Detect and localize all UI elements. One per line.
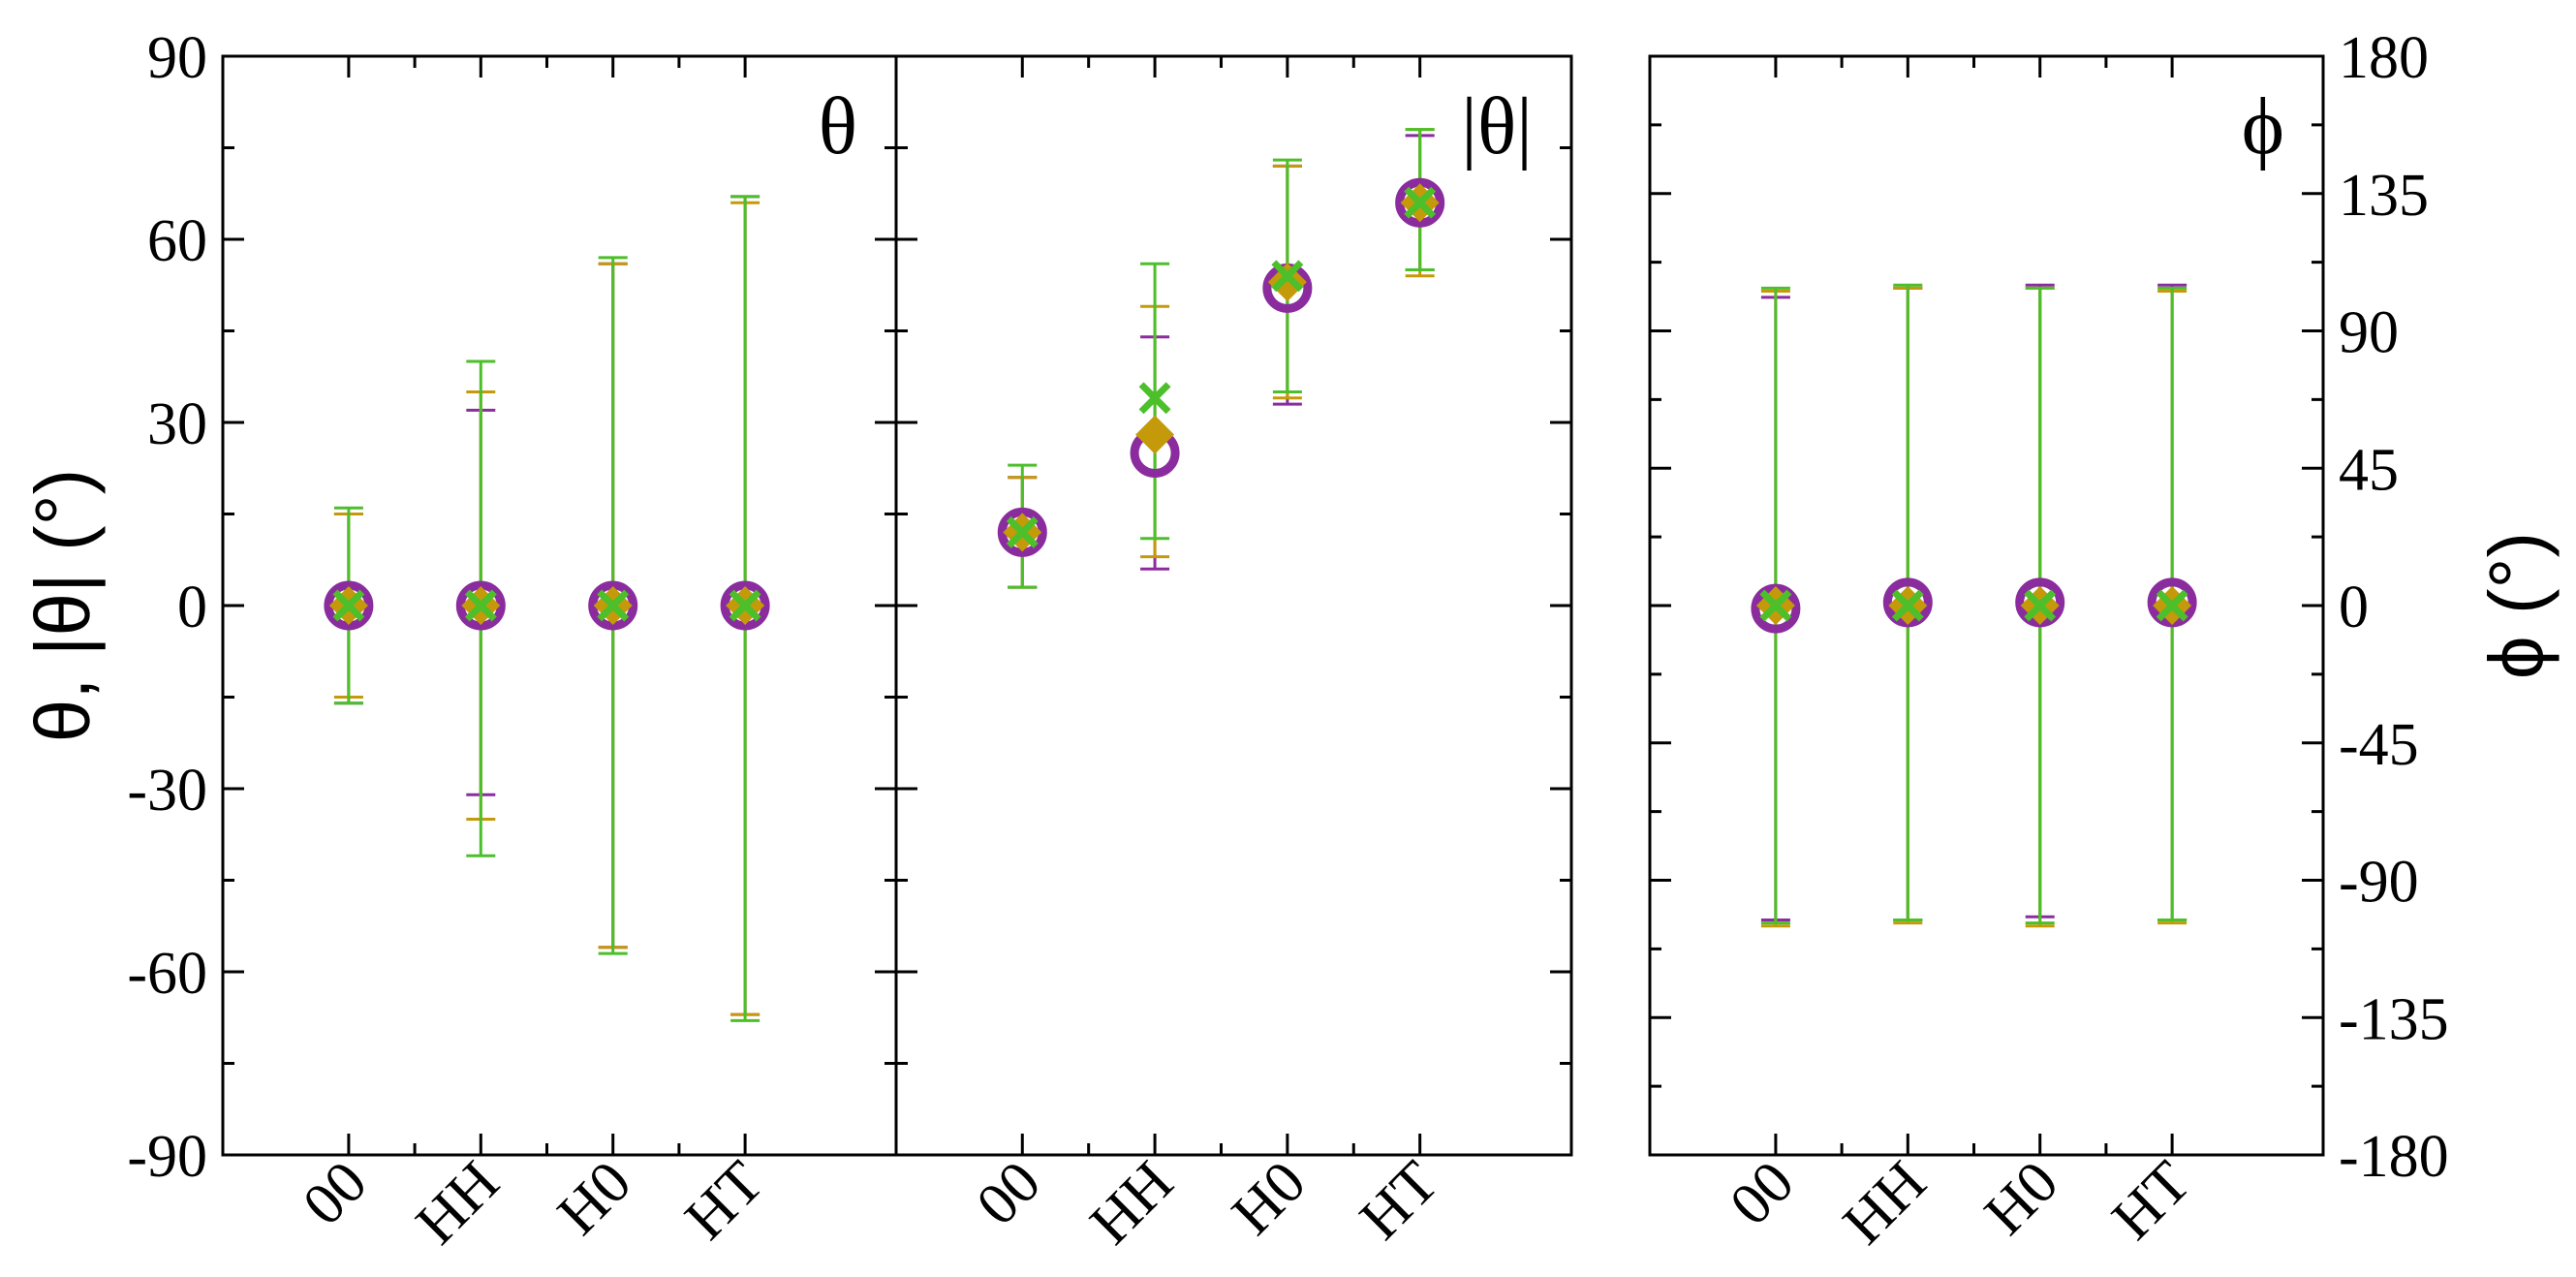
x-tick-label: 00 xyxy=(1718,1149,1807,1238)
data-point-cross xyxy=(1891,589,1924,622)
x-tick-label: 00 xyxy=(964,1149,1053,1238)
y-tick-label: -90 xyxy=(127,1124,207,1190)
panel-3: -180 -135 -90 -45 0 45 90 135 180 00 HH H0 HT ϕ xyxy=(1648,25,2449,1257)
y-axis-label-left: θ, |θ| (°) xyxy=(19,469,106,743)
data-point-cross xyxy=(729,589,761,622)
data-point-cross xyxy=(332,589,365,622)
data-point-cross xyxy=(597,589,630,622)
data-point-cross xyxy=(2156,589,2188,622)
y-tick-label: 45 xyxy=(2339,437,2399,503)
panel-title: θ xyxy=(819,81,857,171)
x-tick-label: H0 xyxy=(1972,1149,2071,1248)
y-tick-label: 60 xyxy=(147,208,207,274)
x-tick-label: HH xyxy=(404,1149,512,1257)
data-point-circle xyxy=(720,580,770,631)
y-tick-label: -60 xyxy=(127,941,207,1007)
data-point-cross xyxy=(1271,260,1304,293)
data-point-cross xyxy=(1404,186,1437,219)
x-tick-label: HT xyxy=(672,1149,776,1253)
x-tick-label: HT xyxy=(2099,1149,2203,1253)
plot-frame xyxy=(221,54,898,1157)
x-tick-label: HH xyxy=(1078,1149,1186,1257)
data-point-circle xyxy=(324,580,374,631)
y-tick-label: 0 xyxy=(2339,575,2369,640)
y-tick-label: -30 xyxy=(127,758,207,824)
panels-layer: -90 -60 -30 0 30 60 90 00 HH H0 HT θ 00 HH H0 HT |θ| -180… xyxy=(127,25,2448,1257)
panel-title: |θ| xyxy=(1461,81,1533,171)
x-tick-label: HH xyxy=(1831,1149,1939,1257)
y-tick-label: -180 xyxy=(2339,1124,2449,1190)
data-point-circle xyxy=(997,507,1047,557)
data-point-cross xyxy=(1759,589,1792,622)
data-point-diamond xyxy=(1135,415,1175,454)
x-tick-label: H0 xyxy=(545,1149,644,1248)
y-tick-label: 90 xyxy=(2339,300,2399,366)
y-axis-label-right: ϕ (°) xyxy=(2473,532,2560,679)
data-point-cross xyxy=(1006,515,1039,548)
y-tick-label: 90 xyxy=(147,25,207,91)
data-point-circle xyxy=(1395,177,1445,228)
x-tick-label: 00 xyxy=(291,1149,380,1238)
data-point-cross xyxy=(1138,382,1171,415)
y-tick-label: 135 xyxy=(2339,163,2429,229)
data-point-cross xyxy=(2024,589,2057,622)
x-tick-label: HT xyxy=(1348,1149,1451,1253)
data-point-cross xyxy=(464,589,497,622)
panel-1: -90 -60 -30 0 30 60 90 00 HH H0 HT θ xyxy=(127,25,898,1257)
y-tick-label: -135 xyxy=(2339,986,2449,1052)
y-tick-label: -45 xyxy=(2339,712,2419,778)
panel-title: ϕ xyxy=(2242,81,2284,171)
plot-frame xyxy=(1648,54,2325,1157)
panel-2: 00 HH H0 HT |θ| xyxy=(894,54,1573,1257)
y-tick-label: 180 xyxy=(2339,25,2429,91)
y-tick-label: 30 xyxy=(147,391,207,457)
data-point-diamond xyxy=(1267,263,1307,302)
data-point-circle xyxy=(455,580,506,631)
plot-frame xyxy=(894,54,1573,1157)
y-tick-label: -90 xyxy=(2339,850,2419,916)
data-point-circle xyxy=(588,580,638,631)
x-tick-label: H0 xyxy=(1220,1149,1319,1248)
y-tick-label: 0 xyxy=(177,575,207,640)
